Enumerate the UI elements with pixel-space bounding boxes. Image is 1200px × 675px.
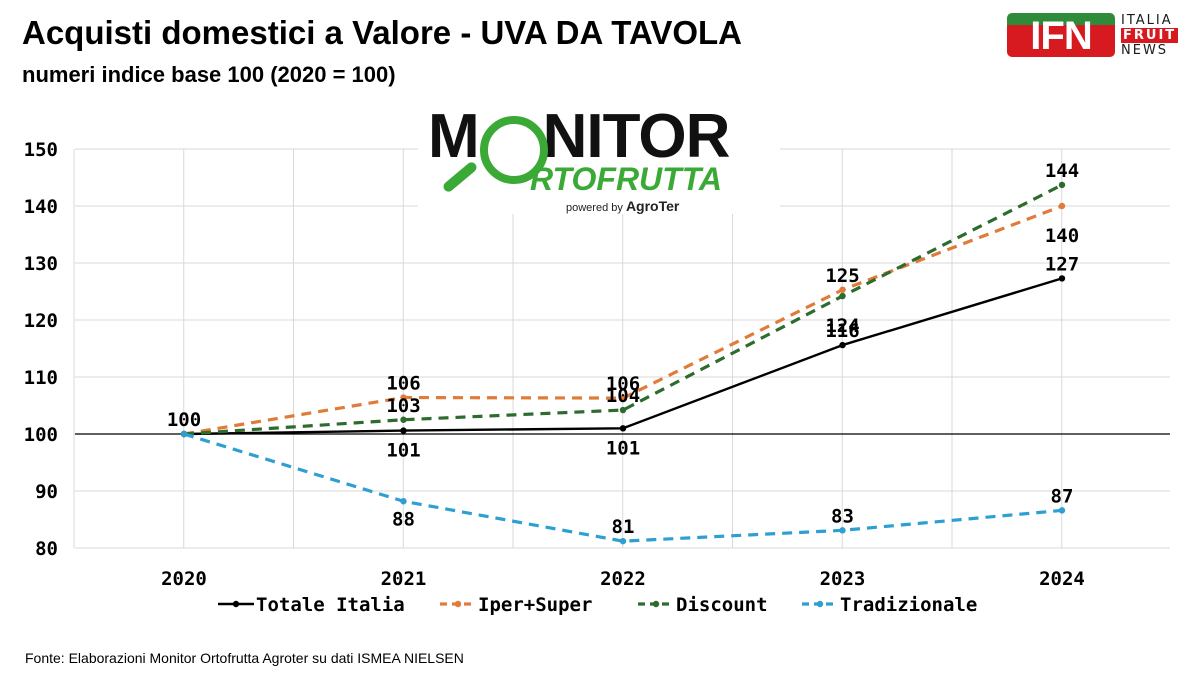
data-label: 88 — [392, 508, 415, 530]
y-tick-label: 140 — [24, 196, 58, 218]
data-point — [400, 394, 407, 401]
data-point — [400, 427, 407, 434]
data-point — [1058, 202, 1066, 210]
legend-marker — [232, 600, 240, 608]
x-tick-label: 2020 — [161, 568, 207, 590]
data-label: 103 — [386, 395, 420, 417]
data-point — [1058, 181, 1066, 189]
ifn-logo-text: ITALIA FRUIT NEWS — [1121, 13, 1179, 58]
chart-title: Acquisti domestici a Valore - UVA DA TAV… — [22, 14, 743, 51]
legend-marker — [454, 600, 462, 608]
x-tick-label: 2024 — [1039, 568, 1085, 590]
monitor-logo-wordmark: M NITOR — [428, 102, 730, 171]
data-point — [1058, 507, 1066, 514]
data-label: 127 — [1045, 253, 1079, 275]
ifn-logo-line1: ITALIA — [1121, 13, 1173, 28]
data-label: 106 — [386, 373, 420, 395]
ifn-logo-line3: NEWS — [1121, 43, 1169, 58]
data-label: 116 — [825, 320, 859, 342]
source-note: Fonte: Elaborazioni Monitor Ortofrutta A… — [25, 650, 464, 666]
data-point — [1058, 275, 1066, 282]
data-point — [619, 537, 627, 545]
data-label: 83 — [831, 505, 854, 527]
y-tick-label: 150 — [24, 139, 58, 161]
series-line — [183, 183, 1063, 436]
data-point — [839, 292, 846, 300]
ifn-logo-letters: IFN — [1030, 14, 1092, 57]
data-point — [180, 430, 188, 438]
y-tick-label: 90 — [35, 481, 58, 503]
y-tick-label: 110 — [24, 367, 58, 389]
data-point — [839, 286, 846, 293]
data-point — [400, 416, 407, 423]
data-point — [619, 425, 627, 432]
y-tick-label: 130 — [24, 253, 58, 275]
y-tick-label: 80 — [35, 538, 58, 560]
y-tick-label: 100 — [24, 424, 58, 446]
data-point — [400, 498, 407, 505]
series-line — [183, 432, 1063, 543]
monitor-logo-powered: powered by AgroTer — [566, 198, 680, 214]
x-tick-label: 2022 — [600, 568, 646, 590]
chart-subtitle: numeri indice base 100 (2020 = 100) — [22, 62, 396, 87]
monitor-logo-subword: RTOFRUTTA — [530, 161, 722, 197]
legend-marker — [652, 600, 660, 608]
ifn-logo-mark: IFN — [1007, 13, 1115, 57]
legend-marker — [816, 600, 824, 608]
y-tick-label: 120 — [24, 310, 58, 332]
data-point — [619, 394, 627, 402]
legend-label: Tradizionale — [840, 594, 977, 616]
legend-label: Discount — [676, 594, 768, 616]
x-tick-label: 2021 — [381, 568, 427, 590]
x-tick-label: 2023 — [820, 568, 866, 590]
data-point — [839, 527, 846, 534]
data-label: 101 — [606, 437, 640, 459]
data-label: 144 — [1045, 160, 1079, 182]
data-label: 124 — [825, 315, 859, 337]
data-label: 101 — [386, 440, 420, 462]
legend-label: Iper+Super — [478, 594, 592, 616]
data-label: 104 — [606, 385, 640, 407]
data-label: 81 — [612, 516, 635, 538]
data-point — [839, 341, 846, 349]
data-label: 125 — [825, 265, 859, 287]
data-point — [619, 406, 627, 414]
data-label: 106 — [606, 373, 640, 395]
data-label: 100 — [167, 409, 201, 431]
magnifier-icon — [480, 116, 548, 184]
ifn-logo: IFN ITALIA FRUIT NEWS — [1007, 13, 1187, 59]
data-label: 140 — [1045, 225, 1079, 247]
monitor-ortofrutta-logo: M NITOR RTOFRUTTA powered by AgroTer — [418, 106, 780, 214]
legend-label: Totale Italia — [256, 594, 405, 616]
ifn-logo-line2: FRUIT — [1121, 28, 1179, 43]
data-label: 87 — [1051, 485, 1074, 507]
